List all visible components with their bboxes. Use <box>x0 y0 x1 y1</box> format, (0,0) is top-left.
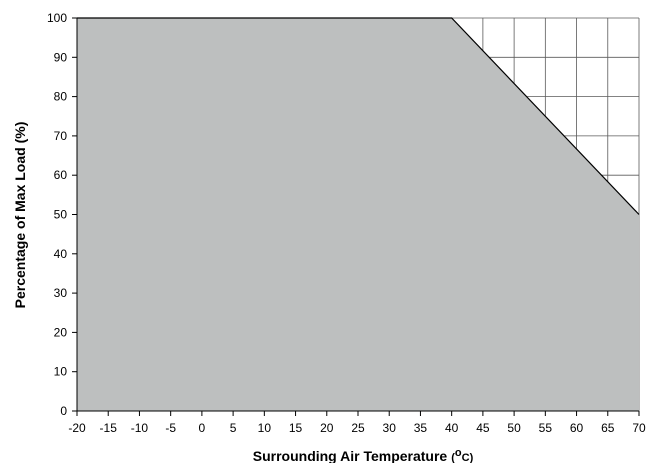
y-tick-label: 40 <box>54 247 68 261</box>
y-tick-label: 0 <box>60 404 67 418</box>
x-axis-title-text: Surrounding Air Temperature <box>253 448 448 463</box>
y-tick-labels: 0 10 20 30 40 50 60 70 80 90 100 <box>47 11 67 418</box>
y-tick-label: 20 <box>54 325 68 339</box>
x-tick-label: 15 <box>289 421 303 435</box>
load-area <box>77 18 639 411</box>
x-axis-unit-close: C) <box>462 452 474 463</box>
y-tick-label: 30 <box>54 286 68 300</box>
y-tick-label: 80 <box>54 90 68 104</box>
x-tick-label: -5 <box>165 421 176 435</box>
x-tick-label: 45 <box>476 421 490 435</box>
x-tick-label: 30 <box>383 421 397 435</box>
y-tick-label: 90 <box>54 50 68 64</box>
y-tick-label: 60 <box>54 168 68 182</box>
y-tick-label: 50 <box>54 208 68 222</box>
y-tick-label: 100 <box>47 11 67 25</box>
x-tick-label: -15 <box>100 421 118 435</box>
x-tick-labels: -20 -15 -10 -5 0 5 10 15 20 25 30 35 40 45 50 55 60 65 70 <box>68 421 646 435</box>
x-axis-title: Surrounding Air Temperature (oC) <box>253 447 474 463</box>
x-tick-label: 35 <box>414 421 428 435</box>
y-tick-label: 70 <box>54 129 68 143</box>
x-tick-label: 65 <box>601 421 615 435</box>
x-tick-label: 60 <box>570 421 584 435</box>
x-tick-label: 55 <box>539 421 553 435</box>
x-tick-label: 0 <box>199 421 206 435</box>
x-tick-label: 40 <box>445 421 459 435</box>
x-tick-label: -10 <box>131 421 149 435</box>
x-tick-label: -20 <box>68 421 86 435</box>
x-tick-label: 50 <box>507 421 521 435</box>
x-tick-label: 5 <box>230 421 237 435</box>
x-tick-label: 70 <box>632 421 646 435</box>
y-axis-title: Percentage of Max Load (%) <box>12 122 28 309</box>
y-tick-label: 10 <box>54 365 68 379</box>
x-tick-label: 20 <box>320 421 334 435</box>
x-tick-label: 25 <box>351 421 365 435</box>
x-tick-label: 10 <box>258 421 272 435</box>
